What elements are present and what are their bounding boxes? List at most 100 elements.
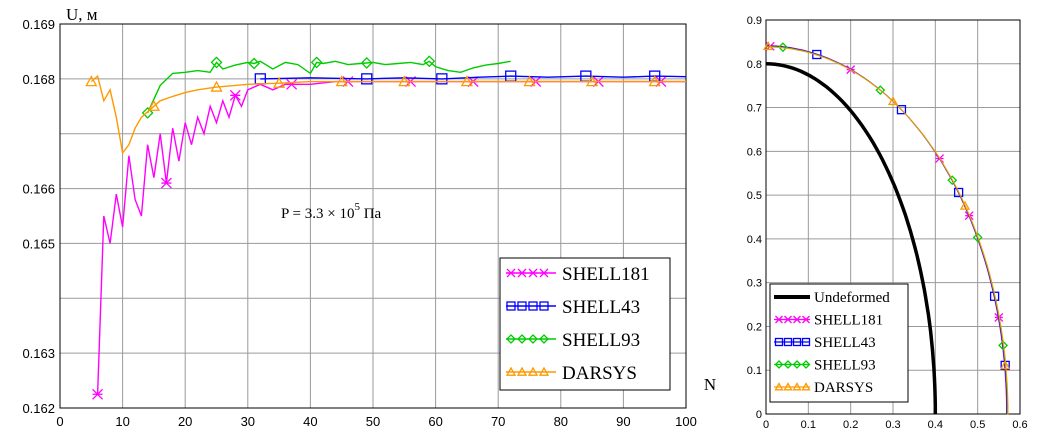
legend-marker-shell93	[517, 334, 527, 344]
y-tick-label: 0.4	[747, 234, 762, 246]
legend: SHELL181 SHELL43 SHELL93 DARSYS	[499, 257, 671, 391]
shell181-point	[92, 388, 104, 400]
darsys-point	[147, 99, 161, 111]
legend-marker-shell181	[528, 268, 538, 278]
shell93-point	[141, 106, 154, 119]
y-tick-label: 0.6	[747, 146, 762, 158]
x-tick-label: 40	[303, 414, 317, 429]
x-tick-label: 0.4	[928, 419, 943, 431]
y-tick-label: 0.9	[747, 15, 762, 27]
legend-marker-shell93	[528, 334, 538, 344]
legend-marker-shell43	[801, 337, 811, 347]
x-tick-label: 80	[554, 414, 568, 429]
legend-marker-shell181	[539, 268, 549, 278]
x-tick-label: 0.5	[970, 419, 985, 431]
legend-label-shell93: SHELL93	[562, 330, 640, 351]
y-tick-label: 0.166	[22, 182, 55, 197]
x-tick-label: 90	[616, 414, 630, 429]
y-tick-label: 0.1	[747, 365, 762, 377]
shell181-point	[160, 177, 172, 189]
displacement-chart: 0 10 20 30 40 50 60 70 80 90 100 0.162 0.163 0.165 0.1…	[22, 5, 716, 429]
y-tick-label: 0.165	[22, 236, 55, 251]
y-tick-label: 0.7	[747, 103, 762, 115]
legend-marker-shell93	[539, 334, 549, 344]
shell93-point	[423, 55, 436, 68]
legend-label-undeformed: Undeformed	[814, 290, 890, 306]
legend-marker-shell181	[775, 315, 783, 324]
shape-chart: 0 0.1 0.2 0.3 0.4 0.5 0.6 0 0.1 0.2 0.3 0.4 0.5 0.6 0.…	[747, 15, 1028, 431]
legend-marker-shell181	[802, 315, 810, 324]
darsys-point	[887, 95, 899, 106]
legend-marker-shell181	[506, 268, 516, 278]
darsys-point	[272, 76, 286, 88]
legend-marker-shell181	[793, 315, 801, 324]
legend-marker-darsys	[505, 366, 517, 376]
y-tick-label: 0.3	[747, 278, 762, 290]
shell43-point	[361, 73, 373, 85]
legend-marker-shell43	[517, 301, 527, 311]
darsys-point	[85, 75, 98, 87]
x-tick-label: 60	[428, 414, 442, 429]
darsys-point	[1000, 360, 1011, 370]
x-tick-label: 0.3	[885, 419, 900, 431]
y-tick-label: 0	[756, 409, 762, 421]
x-tick-label: 0.2	[843, 419, 858, 431]
y-tick-label: 0.2	[747, 321, 762, 333]
legend-marker-shell93	[774, 360, 784, 369]
legend-label-shell43: SHELL43	[814, 335, 876, 351]
shell93-point	[998, 340, 1008, 351]
x-tick-label: 10	[115, 414, 129, 429]
darsys-point	[335, 75, 348, 87]
darsys-line	[766, 46, 1009, 415]
plot-frame	[765, 19, 1021, 415]
x-tick-label: 0	[56, 414, 63, 429]
legend-marker-shell181	[517, 268, 527, 278]
x-tick-label: 0	[763, 419, 769, 431]
y-tick-label: 0.163	[22, 346, 55, 361]
legend-box	[499, 257, 671, 391]
shell93-point	[310, 56, 323, 69]
legend: Undeformed SHELL181 SHELL43 SHELL93 DARSYS	[769, 283, 909, 403]
darsys-point	[648, 75, 661, 87]
legend-marker-shell43	[528, 301, 538, 311]
legend-label-shell93: SHELL93	[814, 358, 876, 374]
pressure-annotation: P = 3.3 × 105 Па	[281, 201, 382, 222]
legend-marker-shell43	[792, 337, 802, 347]
legend-marker-darsys	[516, 366, 528, 376]
y-tick-label: 0.162	[22, 401, 55, 416]
legend-label-shell181: SHELL181	[814, 313, 883, 329]
darsys-line	[90, 74, 686, 155]
darsys-point	[959, 200, 971, 210]
y-tick-label: 0.5	[747, 190, 762, 202]
legend-marker-darsys	[774, 382, 784, 391]
x-tick-label: 100	[675, 414, 697, 429]
shell43-point	[896, 105, 907, 115]
legend-marker-shell43	[783, 337, 793, 347]
shell43-line	[260, 75, 687, 80]
y-axis-label: U, м	[66, 5, 98, 24]
y-tick-label: 0.8	[747, 59, 762, 71]
shell93-point	[360, 57, 373, 69]
legend-marker-darsys	[538, 366, 550, 376]
shell43-point	[436, 73, 448, 85]
legend-marker-shell181	[784, 315, 792, 324]
x-axis-label: N	[704, 375, 716, 394]
legend-marker-darsys	[801, 382, 811, 391]
x-tick-label: 30	[241, 414, 255, 429]
legend-marker-shell93	[792, 360, 802, 369]
undeformed-line	[765, 62, 938, 414]
x-tick-label: 0.1	[801, 419, 816, 431]
shell93-point	[972, 232, 983, 243]
legend-marker-shell93	[801, 360, 811, 369]
shell93-point	[778, 42, 788, 53]
legend-label-darsys: DARSYS	[814, 380, 873, 396]
plot-frame	[59, 23, 687, 409]
shell93-point	[947, 175, 958, 186]
legend-label-darsys: DARSYS	[562, 363, 637, 384]
y-tick-label: 0.168	[22, 72, 55, 87]
legend-marker-shell43	[774, 337, 784, 347]
shell93-point	[210, 56, 223, 69]
legend-marker-shell93	[783, 360, 793, 369]
shell93-point	[248, 57, 260, 70]
